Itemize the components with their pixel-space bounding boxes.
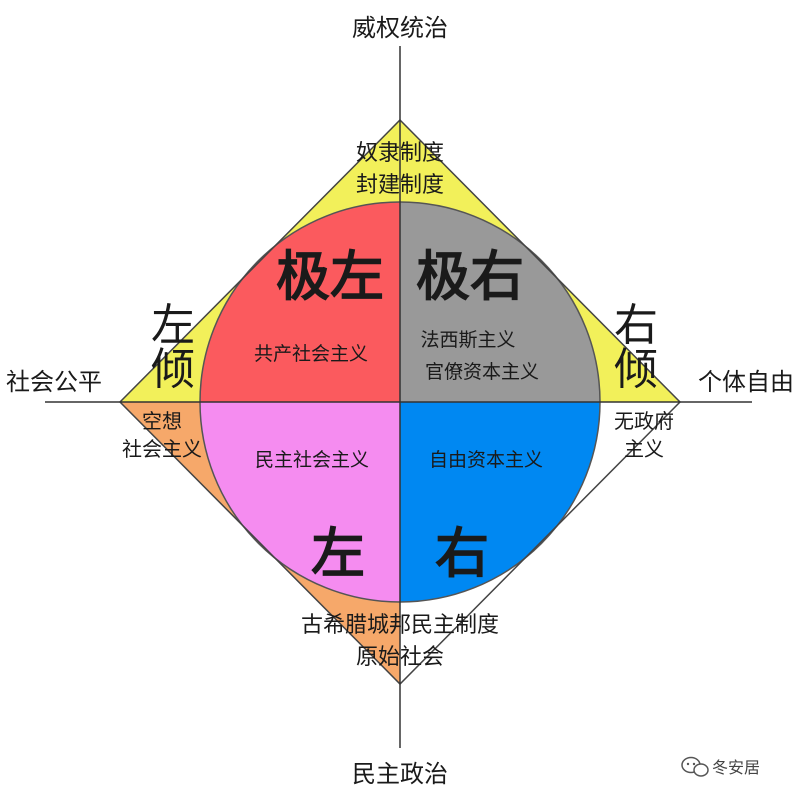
wechat-icon [681, 756, 709, 777]
region-top-line-1: 奴隶制度 [356, 141, 444, 166]
lean-right-char-2: 倾 [614, 344, 658, 395]
quadrant-item-top-right-2: 官僚资本主义 [425, 361, 539, 383]
axis-label-bottom: 民主政治 [352, 760, 448, 788]
quadrant-item-top-left-1: 共产社会主义 [254, 343, 368, 365]
axis-label-left: 社会公平 [6, 368, 102, 396]
quadrant-title-top-left: 极左 [276, 245, 384, 308]
quadrant-item-top-right-1: 法西斯主义 [420, 329, 515, 351]
quadrant-title-bottom-right: 右 [435, 522, 489, 585]
quadrant-title-top-right: 极右 [416, 245, 524, 308]
quadrant-bottom-right [400, 402, 600, 602]
axis-label-top: 威权统治 [352, 14, 448, 42]
lean-right-char-1: 右 [614, 300, 658, 351]
quadrant-title-bottom-left: 左 [311, 522, 365, 585]
region-right-line-2: 主义 [624, 437, 664, 461]
region-bottom-line-1: 古希腊城邦民主制度 [301, 613, 499, 638]
circle-quadrants [200, 202, 600, 602]
lean-left-char-2: 倾 [151, 344, 195, 395]
watermark-text: 冬安居 [712, 758, 760, 777]
quadrant-item-bottom-right-1: 自由资本主义 [429, 449, 543, 471]
region-left-line-1: 空想 [142, 409, 182, 433]
region-left-line-2: 社会主义 [122, 437, 202, 461]
region-right-line-1: 无政府 [614, 409, 674, 433]
quadrant-bottom-left [200, 402, 400, 602]
region-bottom-line-2: 原始社会 [356, 645, 444, 670]
lean-left-char-1: 左 [151, 300, 195, 351]
region-top-line-2: 封建制度 [356, 173, 444, 198]
quadrant-item-bottom-left-1: 民主社会主义 [255, 449, 369, 471]
axis-label-right: 个体自由 [698, 368, 794, 396]
